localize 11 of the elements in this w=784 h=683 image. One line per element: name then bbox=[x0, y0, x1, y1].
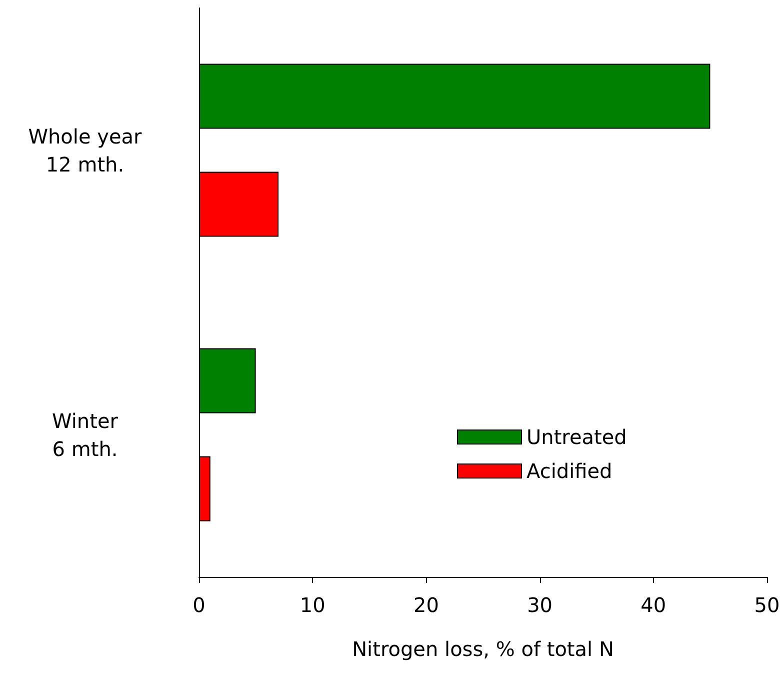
legend-label: Acidified bbox=[526, 459, 612, 483]
x-tick-label: 50 bbox=[754, 593, 780, 617]
y-tick-label: Winter 6 mth. bbox=[52, 408, 119, 461]
x-tick-label: 20 bbox=[413, 593, 439, 617]
x-axis-title: Nitrogen loss, % of total N bbox=[352, 637, 614, 661]
x-tick-label: 30 bbox=[527, 593, 553, 617]
x-tick-label: 10 bbox=[300, 593, 326, 617]
x-tick-label: 40 bbox=[640, 593, 666, 617]
x-tick-label: 0 bbox=[192, 593, 206, 617]
y-tick-label: Whole year 12 mth. bbox=[28, 124, 143, 176]
legend-label: Untreated bbox=[526, 425, 627, 449]
